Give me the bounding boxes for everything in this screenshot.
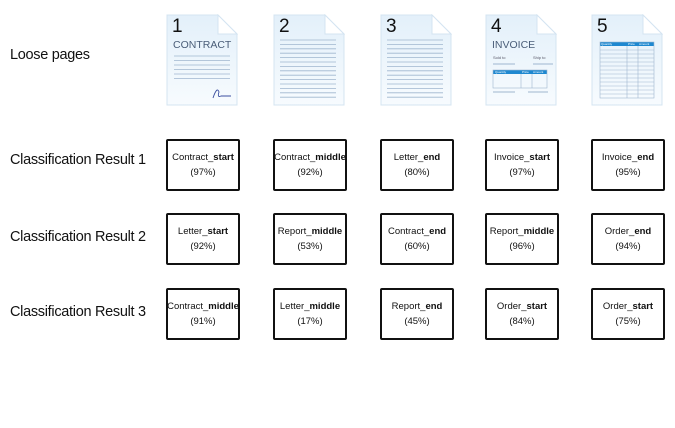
classification-box: Contract_middle (91%) (166, 288, 240, 340)
page-number: 3 (386, 16, 397, 37)
document-icon (380, 14, 452, 106)
page-number: 1 (172, 16, 183, 37)
class-label: Report_middle (277, 226, 343, 237)
class-label: Letter_end (393, 152, 441, 163)
row-label-result-2: Classification Result 2 (10, 229, 146, 245)
confidence: (94%) (615, 241, 641, 252)
classification-box: Letter_end (80%) (380, 139, 454, 191)
loose-page-4: 4 INVOICE Sold to Ship to Quantity Price Amoun… (485, 14, 557, 106)
class-label: Contract_end (387, 226, 447, 237)
table-header-cell: Amount (533, 70, 544, 74)
signature-icon (212, 89, 231, 99)
table-header-cell: Price (522, 70, 529, 74)
page-heading: INVOICE (492, 39, 536, 51)
row-label-loose-pages: Loose pages (10, 47, 90, 63)
page-number: 2 (279, 16, 290, 37)
document-icon (591, 14, 663, 106)
loose-page-5: 5 Quantity Price Amount (591, 14, 663, 106)
confidence: (92%) (297, 167, 323, 178)
classification-box: Order_start (84%) (485, 288, 559, 340)
class-label: Letter_middle (279, 301, 341, 312)
classification-box: Letter_middle (17%) (273, 288, 347, 340)
classification-box: Invoice_start (97%) (485, 139, 559, 191)
table-header-cell: Amount (639, 42, 650, 46)
classification-box: Invoice_end (95%) (591, 139, 665, 191)
class-label: Order_end (604, 226, 652, 237)
class-label: Order_start (602, 301, 654, 312)
confidence: (60%) (404, 241, 430, 252)
loose-page-1: 1 CONTRACT (166, 14, 238, 106)
page-number: 5 (597, 16, 608, 37)
class-label: Contract_middle (274, 152, 346, 163)
class-label: Invoice_start (494, 152, 550, 163)
class-label: Contract_middle (167, 301, 239, 312)
confidence: (45%) (404, 316, 430, 327)
class-label: Contract_start (172, 152, 234, 163)
class-label: Order_start (496, 301, 548, 312)
row-label-result-3: Classification Result 3 (10, 304, 146, 320)
confidence: (84%) (509, 316, 535, 327)
confidence: (75%) (615, 316, 641, 327)
confidence: (17%) (297, 316, 323, 327)
sold-to-label: Sold to (493, 55, 506, 60)
confidence: (53%) (297, 241, 323, 252)
confidence: (97%) (190, 167, 216, 178)
confidence: (97%) (509, 167, 535, 178)
classification-box: Contract_middle (92%) (273, 139, 347, 191)
table-header-cell: Quantity (601, 42, 613, 46)
class-label: Report_end (391, 301, 443, 312)
confidence: (95%) (615, 167, 641, 178)
document-icon (485, 14, 557, 106)
document-icon (166, 14, 238, 106)
row-label-result-1: Classification Result 1 (10, 152, 146, 168)
classification-box: Report_middle (53%) (273, 213, 347, 265)
classification-box: Report_end (45%) (380, 288, 454, 340)
classification-box: Letter_start (92%) (166, 213, 240, 265)
classification-box: Order_end (94%) (591, 213, 665, 265)
class-label: Report_middle (489, 226, 555, 237)
classification-box: Report_middle (96%) (485, 213, 559, 265)
confidence: (80%) (404, 167, 430, 178)
classification-box: Order_start (75%) (591, 288, 665, 340)
page-heading: CONTRACT (173, 39, 232, 51)
class-label: Letter_start (177, 226, 229, 237)
document-icon (273, 14, 345, 106)
confidence: (92%) (190, 241, 216, 252)
table-header-cell: Quantity (495, 70, 507, 74)
classification-box: Contract_start (97%) (166, 139, 240, 191)
confidence: (91%) (190, 316, 216, 327)
ship-to-label: Ship to (533, 55, 546, 60)
classification-box: Contract_end (60%) (380, 213, 454, 265)
class-label: Invoice_end (601, 152, 655, 163)
table-header-cell: Price (628, 42, 635, 46)
loose-page-3: 3 (380, 14, 452, 106)
loose-page-2: 2 (273, 14, 345, 106)
confidence: (96%) (509, 241, 535, 252)
page-number: 4 (491, 16, 502, 37)
